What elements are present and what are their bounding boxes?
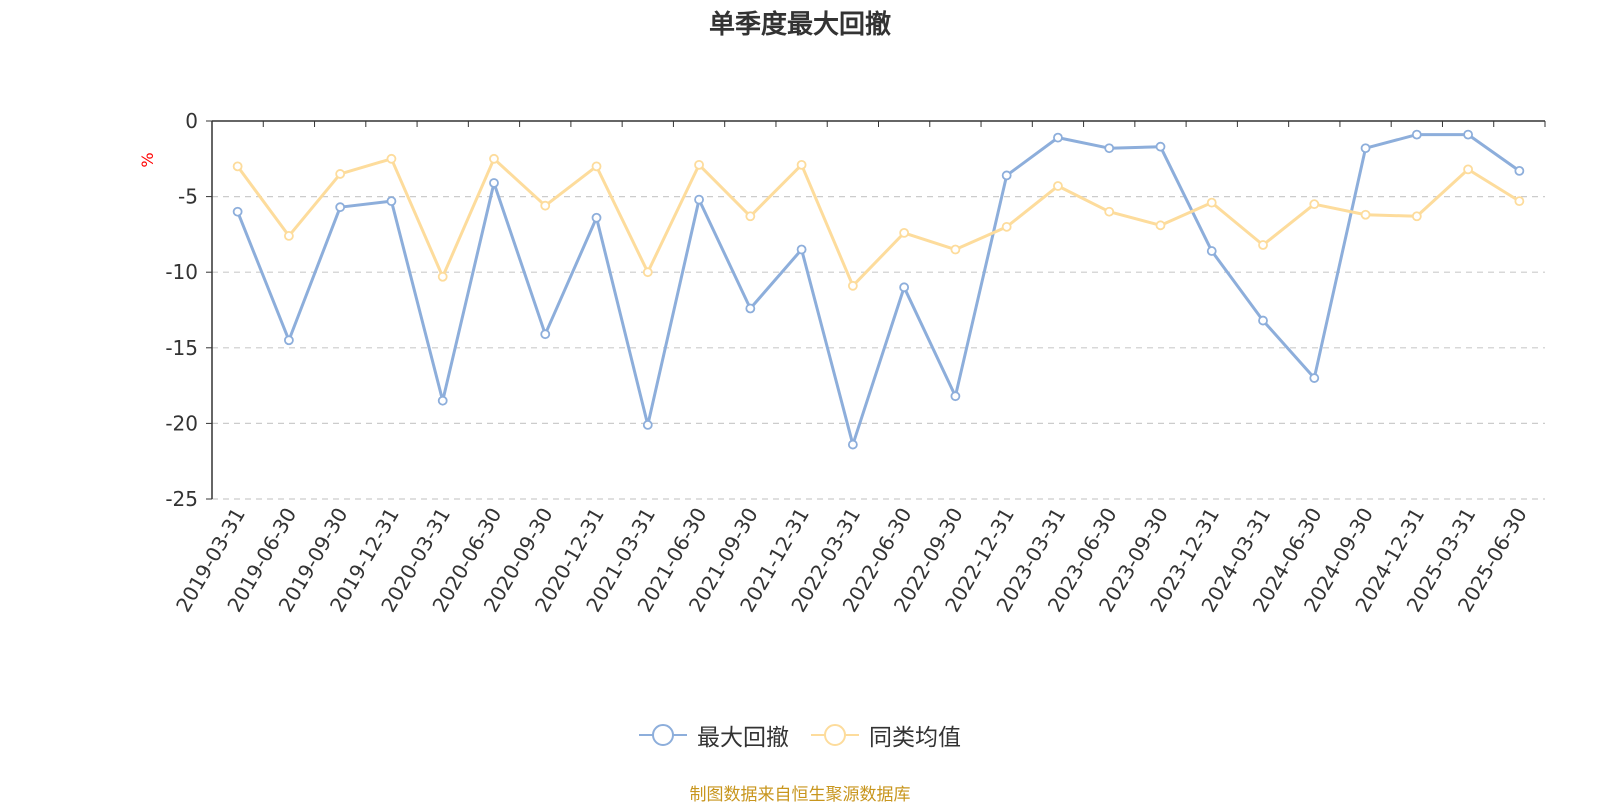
data-point xyxy=(540,200,551,211)
data-point xyxy=(1206,246,1217,256)
data-point xyxy=(232,206,243,217)
data-point xyxy=(694,194,704,205)
y-axis-unit-label: % xyxy=(138,152,157,167)
data-point xyxy=(1104,143,1115,154)
series-line xyxy=(236,157,1521,288)
data-point xyxy=(899,227,910,238)
source-note: 制图数据来自恒生聚源数据库 xyxy=(689,785,911,805)
data-point xyxy=(1104,206,1115,217)
data-point xyxy=(386,196,397,207)
data-point xyxy=(847,280,858,291)
data-point xyxy=(335,169,346,179)
y-tick-label: -15 xyxy=(165,336,198,360)
data-point xyxy=(284,335,294,346)
y-tick-label: 0 xyxy=(185,109,198,133)
y-tick-label: -10 xyxy=(165,260,198,284)
data-point xyxy=(591,161,602,172)
series-peer-average xyxy=(232,153,1525,291)
data-point xyxy=(950,244,961,255)
data-point xyxy=(1514,165,1525,176)
data-point xyxy=(1411,211,1422,222)
data-point xyxy=(1463,164,1473,175)
data-point xyxy=(1155,220,1166,231)
data-point xyxy=(1463,129,1473,140)
data-point xyxy=(847,439,858,450)
data-point xyxy=(1411,129,1422,140)
legend: 最大回撤 同类均值 xyxy=(0,718,1600,752)
legend-marker-max-drawdown xyxy=(639,724,687,746)
series-line xyxy=(236,133,1521,447)
data-point xyxy=(1360,209,1371,220)
data-point xyxy=(1155,141,1166,152)
data-point xyxy=(1258,240,1268,250)
data-point xyxy=(489,153,499,164)
data-point xyxy=(950,391,961,402)
legend-item-peer-average[interactable]: 同类均值 xyxy=(811,718,961,752)
chart-title: 单季度最大回撤 xyxy=(708,10,891,40)
legend-marker-peer-average xyxy=(811,724,859,746)
series-lines xyxy=(232,129,1525,450)
data-point xyxy=(1360,143,1371,154)
data-point xyxy=(591,212,602,223)
grid-lines xyxy=(212,196,1545,500)
data-point xyxy=(489,178,499,188)
data-point xyxy=(1053,181,1063,191)
data-point xyxy=(1514,196,1525,207)
data-point xyxy=(386,153,397,164)
data-point xyxy=(335,202,346,213)
data-point xyxy=(745,211,756,222)
legend-label-peer-average: 同类均值 xyxy=(869,725,961,751)
data-point xyxy=(437,271,448,282)
data-point xyxy=(1309,199,1320,210)
data-point xyxy=(232,161,243,172)
data-point xyxy=(284,231,294,241)
series-max-drawdown xyxy=(232,129,1525,450)
y-tick-label: -5 xyxy=(178,185,198,209)
y-tick-label: -20 xyxy=(165,411,198,435)
data-point xyxy=(694,159,704,170)
data-point xyxy=(1258,315,1268,326)
data-point xyxy=(1309,373,1320,383)
data-point xyxy=(642,267,653,278)
data-point xyxy=(1001,170,1012,181)
data-point xyxy=(1206,197,1217,208)
data-point xyxy=(540,329,551,340)
legend-item-max-drawdown[interactable]: 最大回撤 xyxy=(639,718,789,752)
data-point xyxy=(899,282,910,293)
data-point xyxy=(796,244,807,255)
data-point xyxy=(1053,132,1063,143)
legend-label-max-drawdown: 最大回撤 xyxy=(697,725,789,751)
data-point xyxy=(437,395,448,406)
data-point xyxy=(642,420,653,430)
data-point xyxy=(796,159,807,170)
axes: 0-5-10-15-20-252019-03-312019-06-302019-… xyxy=(165,109,1546,616)
y-tick-label: -25 xyxy=(165,487,198,511)
data-point xyxy=(1001,221,1012,232)
data-point xyxy=(745,303,756,314)
